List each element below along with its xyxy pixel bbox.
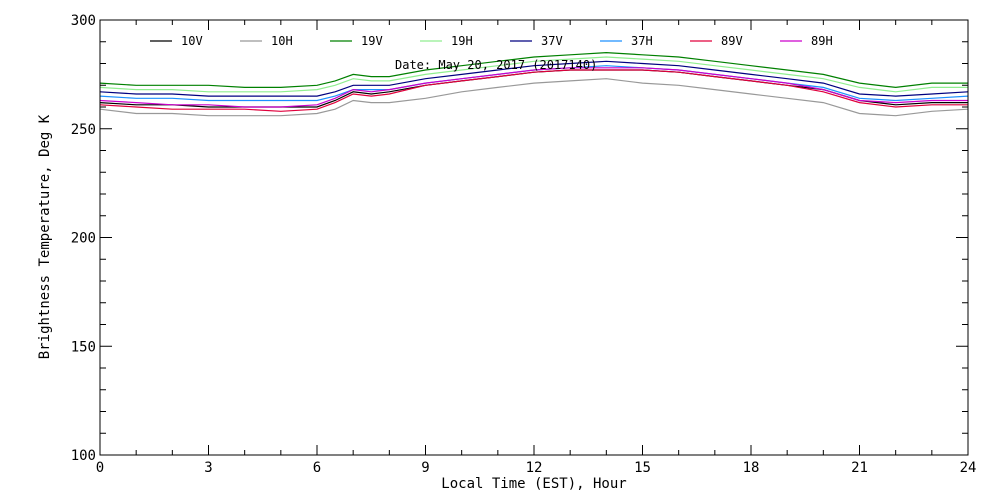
y-tick-label: 150 (71, 339, 96, 355)
legend-label-19v: 19V (361, 34, 383, 48)
x-tick-label: 12 (526, 460, 543, 476)
series-line-37v (99, 60, 969, 97)
legend-label-10v: 10V (181, 34, 203, 48)
y-tick-label: 200 (71, 231, 96, 247)
series-line-10h (99, 78, 969, 117)
axis-ticks: 0 3 6 9 12 15 18 21 24 100 150 200 250 300 (71, 13, 977, 476)
x-tick-label: 18 (743, 460, 760, 476)
x-tick-label: 3 (204, 460, 212, 476)
y-tick-label: 250 (71, 122, 96, 138)
y-tick-label: 300 (71, 13, 96, 29)
series-line-89v (99, 69, 968, 112)
x-axis-title: Local Time (EST), Hour (441, 476, 626, 492)
date-annotation: Date: May 20, 2017 (2017140) (395, 58, 597, 72)
x-tick-label: 0 (96, 460, 104, 476)
series-line-19h (99, 56, 968, 93)
x-tick-label: 21 (851, 460, 868, 476)
series-line-19v (99, 51, 968, 89)
legend: 10V 10H 19V 19H 37V 37H 89V 89H (150, 34, 833, 48)
x-tick-label: 6 (313, 460, 321, 476)
legend-label-37v: 37V (541, 34, 563, 48)
x-tick-label: 24 (960, 460, 977, 476)
plot-frame (99, 19, 969, 456)
legend-label-19h: 19H (451, 34, 473, 48)
legend-label-89h: 89H (811, 34, 833, 48)
legend-label-89v: 89V (721, 34, 743, 48)
legend-label-10h: 10H (271, 34, 293, 48)
y-axis-title: Brightness Temperature, Deg K (37, 114, 53, 359)
legend-label-37h: 37H (631, 34, 653, 48)
x-tick-label: 15 (634, 460, 651, 476)
series-line-89h (99, 67, 968, 108)
y-tick-label: 100 (71, 448, 96, 464)
x-tick-label: 9 (421, 460, 429, 476)
series-layer (99, 51, 969, 117)
series-line-10v (99, 69, 968, 108)
